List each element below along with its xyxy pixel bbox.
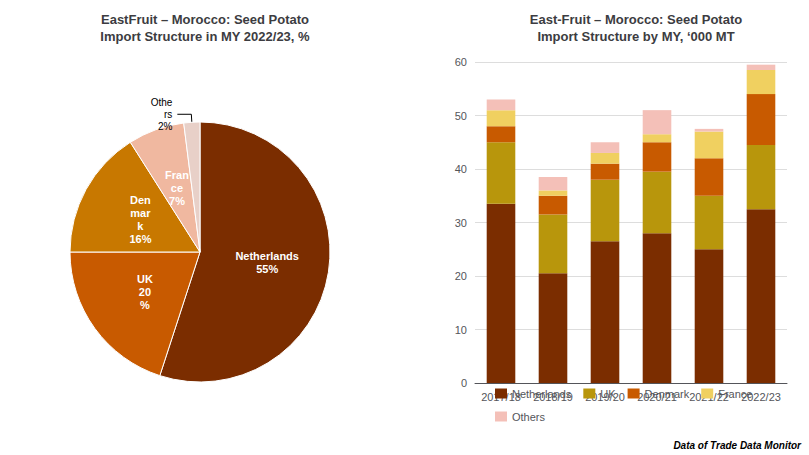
svg-text:Fran: Fran (165, 169, 189, 181)
svg-text:2022/23: 2022/23 (741, 390, 781, 403)
svg-text:%: % (140, 299, 150, 311)
svg-text:UK: UK (137, 273, 153, 285)
svg-text:ce: ce (171, 182, 183, 194)
svg-text:10: 10 (455, 324, 467, 336)
svg-text:50: 50 (455, 110, 467, 122)
svg-text:Netherlands: Netherlands (235, 250, 299, 262)
svg-text:30: 30 (455, 217, 467, 229)
svg-text:Den: Den (130, 194, 151, 206)
svg-text:0: 0 (461, 377, 467, 389)
svg-text:Othe: Othe (151, 97, 173, 108)
svg-text:16%: 16% (129, 233, 151, 245)
svg-text:k: k (137, 220, 144, 232)
svg-text:rs: rs (164, 109, 172, 120)
svg-text:40: 40 (455, 163, 467, 175)
svg-text:East-Fruit – Morocco: Seed Pot: East-Fruit – Morocco: Seed Potato (530, 12, 742, 27)
svg-text:Others: Others (512, 411, 546, 423)
svg-text:EastFruit – Morocco: Seed Pota: EastFruit – Morocco: Seed Potato (101, 12, 309, 27)
svg-text:mar: mar (130, 207, 151, 219)
svg-text:20: 20 (455, 270, 467, 282)
svg-text:60: 60 (455, 56, 467, 68)
svg-text:Import Structure by MY, ‘000 M: Import Structure by MY, ‘000 MT (537, 29, 734, 44)
svg-text:France: France (718, 388, 752, 400)
svg-text:Netherlands: Netherlands (512, 388, 572, 400)
svg-text:2%: 2% (158, 121, 173, 132)
svg-text:UK: UK (600, 388, 616, 400)
svg-text:20: 20 (139, 286, 151, 298)
svg-text:7%: 7% (169, 195, 185, 207)
svg-text:Denmark: Denmark (645, 388, 690, 400)
svg-text:Data of Trade Data Monitor: Data of Trade Data Monitor (673, 440, 802, 451)
svg-text:Import Structure in MY 2022/23: Import Structure in MY 2022/23, % (100, 29, 310, 44)
svg-text:55%: 55% (256, 263, 278, 275)
